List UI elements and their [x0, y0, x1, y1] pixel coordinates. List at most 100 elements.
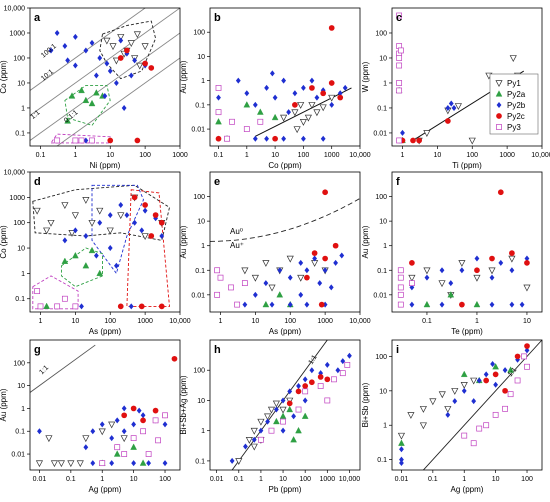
data-point-py2b — [298, 259, 304, 266]
data-point-py1 — [71, 212, 79, 220]
data-point-py2b — [102, 93, 108, 100]
trend-line — [255, 87, 352, 137]
x-axis-label: Ag (ppm) — [89, 485, 122, 494]
data-point-py3 — [524, 363, 530, 370]
data-point-py3 — [507, 391, 514, 398]
data-point-py3 — [37, 303, 44, 310]
data-point-py1 — [136, 62, 144, 70]
data-point-py2c — [514, 353, 521, 360]
data-point-py2c — [131, 194, 138, 201]
x-tick-label: 10 — [492, 476, 500, 483]
data-point-py2b — [107, 245, 113, 252]
data-point-py2b — [302, 397, 308, 404]
data-point-py1 — [451, 388, 459, 395]
data-point-py1 — [408, 274, 416, 282]
data-point-py2c — [483, 377, 490, 384]
data-point-py1 — [109, 43, 117, 51]
plot-frame — [391, 7, 543, 147]
data-point-py2a — [460, 370, 468, 378]
data-point-py2c — [124, 47, 130, 54]
data-point-py2b — [107, 68, 113, 75]
data-point-py2b — [132, 219, 138, 226]
data-point-py1 — [297, 102, 305, 109]
data-point-py2b — [324, 361, 330, 368]
data-point-py2c — [322, 255, 328, 262]
data-point-py1 — [454, 103, 462, 111]
x-axis-label: As (ppm) — [269, 327, 302, 336]
data-point-py2b — [524, 255, 530, 262]
data-point-py3 — [241, 280, 248, 287]
data-point-py2a — [72, 251, 79, 259]
data-point-py2a — [279, 412, 287, 419]
data-point-py2b — [269, 70, 275, 77]
plot-frame — [209, 7, 361, 147]
data-point-py1 — [304, 114, 312, 122]
data-point-py1 — [68, 230, 76, 237]
data-point-py1 — [328, 94, 336, 102]
data-point-py2b — [302, 376, 308, 383]
panel-d: 1 10 100 1000 10,000 0.1 1 10 100 1000 10,000 As (p… — [0, 170, 191, 337]
data-point-py2a — [215, 118, 222, 125]
y-tick-label: 1 — [201, 243, 205, 250]
data-point-py2b — [90, 460, 96, 467]
data-point-py2a — [68, 92, 76, 99]
data-point-py2b — [448, 100, 454, 107]
data-point-py2a — [447, 291, 455, 298]
data-point-py1 — [423, 130, 431, 137]
data-point-py2b — [146, 460, 152, 467]
data-point-py2b — [235, 77, 241, 84]
data-point-py2b — [277, 267, 283, 274]
plot-area — [215, 25, 352, 142]
data-point-py3 — [214, 291, 221, 298]
x-tick-label: 0.1 — [66, 476, 76, 483]
data-point-py3 — [280, 418, 286, 425]
data-point-py3 — [54, 303, 61, 310]
data-point-py3 — [396, 87, 403, 94]
x-tick-label: 1 — [475, 318, 479, 325]
data-point-py1 — [257, 418, 265, 426]
data-point-py2c — [171, 355, 178, 362]
data-point-py2c — [121, 412, 128, 419]
data-point-py2c — [134, 137, 141, 144]
data-point-py2a — [130, 443, 137, 450]
data-point-py2b — [97, 219, 103, 226]
data-point-py3 — [229, 118, 235, 125]
data-point-py2c — [295, 388, 302, 395]
data-point-py2b — [328, 284, 334, 291]
data-point-py2b — [281, 135, 287, 142]
plot-frame — [209, 171, 361, 313]
data-point-py2a — [271, 113, 279, 121]
data-point-py2b — [314, 94, 320, 101]
data-point-py2b — [292, 90, 298, 97]
data-point-py3 — [344, 362, 351, 368]
data-point-py2b — [263, 280, 269, 287]
data-point-py2b — [400, 129, 405, 136]
data-point-py2a — [82, 96, 90, 104]
data-point-py2b — [162, 460, 168, 467]
data-point-py2c — [304, 274, 310, 281]
data-point-py2b — [124, 50, 130, 57]
data-point-py1 — [262, 260, 270, 267]
x-tick-label: 10,000 — [339, 476, 361, 483]
data-point-py2a — [88, 99, 96, 107]
data-point-py2b — [142, 207, 148, 214]
y-tick-label: 100 — [375, 354, 387, 361]
plot-frame — [29, 7, 181, 147]
x-tick-label: 1 — [100, 476, 104, 483]
x-axis-label: Ag (ppm) — [451, 485, 484, 494]
data-point-py1 — [397, 432, 406, 440]
data-point-py2b — [128, 72, 134, 79]
y-tick-label: 0.01 — [191, 292, 205, 299]
x-tick-label: 100 — [104, 318, 116, 325]
data-point-py1 — [272, 400, 280, 408]
y-tick-label: 1000 — [9, 30, 25, 37]
panel-c: 1 10 100 1000 10,000 0.01 0.1 1 10 100 Ti (ppm) W (… — [361, 7, 550, 170]
data-point-py2c — [309, 85, 315, 91]
x-tick-label: 10 — [130, 476, 138, 483]
data-point-py3 — [331, 376, 337, 383]
data-point-py3 — [215, 109, 222, 116]
ratio-annotation: 1:1 — [507, 366, 519, 378]
plot-area — [30, 8, 180, 146]
data-point-py1 — [250, 443, 258, 451]
data-point-py2b — [132, 57, 138, 64]
